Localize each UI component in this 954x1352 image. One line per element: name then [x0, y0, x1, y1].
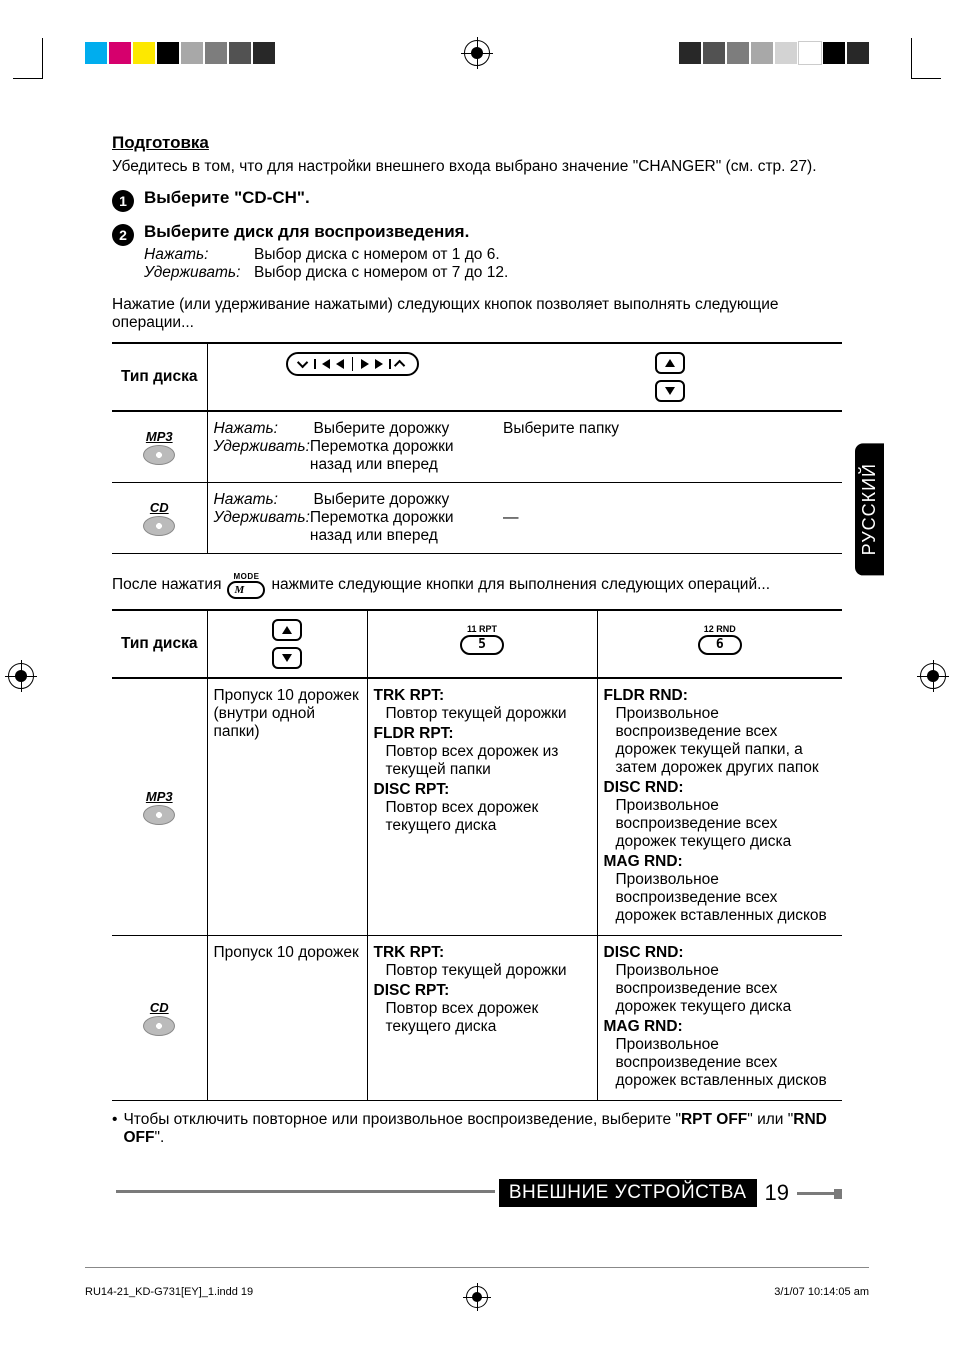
t2-row-cd-disc: CD [112, 935, 207, 1100]
page-footer: ВНЕШНИЕ УСТРОЙСТВА 19 [112, 1179, 842, 1207]
t1-row-cd-disc: CD [112, 482, 207, 553]
t2-head-disc-type: Тип диска [112, 610, 207, 678]
heading-preparation: Подготовка [112, 133, 842, 153]
imprint-filename: RU14-21_KD-G731[EY]_1.indd 19 [85, 1286, 253, 1298]
step-number-icon: 1 [112, 190, 134, 212]
mp3-disc-icon: MP3 [143, 429, 175, 465]
cd-disc-icon: CD [143, 1000, 175, 1036]
t2-row-mp3-rnd: FLDR RND:Произвольное воспроизведение вс… [597, 678, 842, 936]
seek-button-icon [286, 352, 419, 376]
t1-head-seek [207, 343, 497, 411]
step-2-body: Нажать:Выбор диска с номером от 1 до 6. … [144, 246, 842, 282]
paragraph-buttons-intro: Нажатие (или удерживание нажатыми) следу… [112, 296, 842, 332]
mode-button-icon: MODE M [227, 572, 265, 599]
footnote-text: Чтобы отключить повторное или произвольн… [123, 1111, 842, 1147]
t1-head-folder [497, 343, 842, 411]
rpt-button-icon: 11 RPT 5 [460, 624, 504, 655]
step-1: 1 Выберите "CD-CH". [112, 188, 842, 212]
t1-row-mp3-seek: Нажать:Выберите дорожку Удерживать:Перем… [207, 411, 497, 483]
step-2: 2 Выберите диск для воспроизведения. [112, 222, 842, 246]
step-1-title: Выберите "CD-CH". [144, 188, 310, 208]
mode-pre-text: После нажатия [112, 576, 221, 594]
t1-head-disc-type: Тип диска [112, 343, 207, 411]
hold-text: Выбор диска с номером от 7 до 12. [254, 264, 508, 282]
hold-label: Удерживать: [144, 264, 254, 282]
t2-row-mp3-rpt: TRK RPT:Повтор текущей дорожкиFLDR RPT:П… [367, 678, 597, 936]
t2-row-cd-rnd: DISC RND:Произвольное воспроизведение вс… [597, 935, 842, 1100]
step-number-icon: 2 [112, 224, 134, 246]
imprint-timestamp: 3/1/07 10:14:05 am [774, 1286, 869, 1298]
t2-head-rnd: 12 RND 6 [597, 610, 842, 678]
mode-instruction: После нажатия MODE M нажмите следующие к… [112, 572, 842, 599]
color-bar-right [679, 42, 869, 64]
controls-table-1: Тип диска MP3 Нажать:Выберите доро [112, 342, 842, 554]
registration-mark-left [8, 663, 34, 689]
t1-row-mp3-folder: Выберите папку [497, 411, 842, 483]
preparation-text: Убедитесь в том, что для настройки внешн… [112, 157, 842, 178]
t2-row-mp3-disc: MP3 [112, 678, 207, 936]
footnote: • Чтобы отключить повторное или произвол… [112, 1111, 842, 1147]
step-2-title: Выберите диск для воспроизведения. [144, 222, 469, 242]
language-tab: РУССКИЙ [855, 443, 884, 575]
press-label: Нажать: [144, 246, 254, 264]
controls-table-2: Тип диска 11 RPT 5 12 RND 6 [112, 609, 842, 1101]
rnd-button-icon: 12 RND 6 [698, 624, 742, 655]
page-content: Подготовка Убедитесь в том, что для наст… [112, 105, 842, 1147]
imprint-line: RU14-21_KD-G731[EY]_1.indd 19 3/1/07 10:… [85, 1267, 869, 1298]
t1-row-cd-folder: — [497, 482, 842, 553]
press-text: Выбор диска с номером от 1 до 6. [254, 246, 500, 264]
t1-row-cd-seek: Нажать:Выберите дорожку Удерживать:Перем… [207, 482, 497, 553]
mode-post-text: нажмите следующие кнопки для выполнения … [271, 576, 770, 594]
t2-row-mp3-skip: Пропуск 10 дорожек (внутри одной папки) [207, 678, 367, 936]
t2-head-folder [207, 610, 367, 678]
registration-mark-top [464, 40, 490, 66]
t1-row-mp3-disc: MP3 [112, 411, 207, 483]
footer-section-label: ВНЕШНИЕ УСТРОЙСТВА [499, 1179, 757, 1207]
t2-row-cd-rpt: TRK RPT:Повтор текущей дорожкиDISC RPT:П… [367, 935, 597, 1100]
up-down-button-icon [272, 619, 302, 669]
registration-mark-bottom [466, 1286, 488, 1311]
up-down-button-icon [655, 352, 685, 402]
cd-disc-icon: CD [143, 500, 175, 536]
t2-head-rpt: 11 RPT 5 [367, 610, 597, 678]
registration-mark-right [920, 663, 946, 689]
mp3-disc-icon: MP3 [143, 789, 175, 825]
color-bar-left [85, 42, 275, 64]
footer-page-number: 19 [765, 1180, 789, 1206]
t2-row-cd-skip: Пропуск 10 дорожек [207, 935, 367, 1100]
